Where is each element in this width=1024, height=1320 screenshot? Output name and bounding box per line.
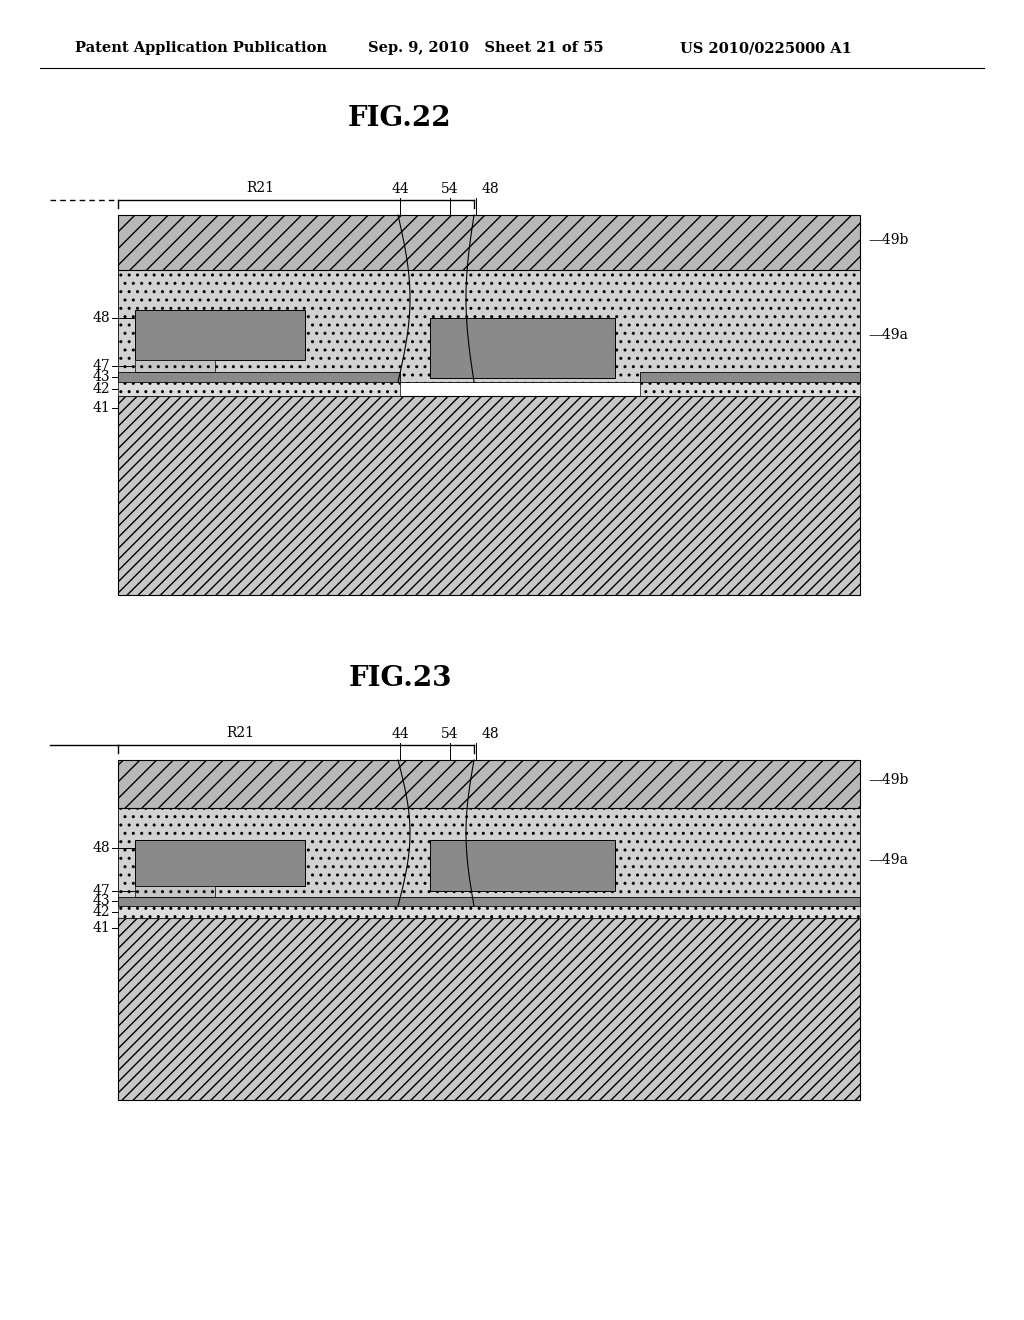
Text: FIG.23: FIG.23 xyxy=(348,665,452,692)
Text: 44: 44 xyxy=(391,182,409,195)
Text: 47: 47 xyxy=(92,359,110,374)
Bar xyxy=(640,372,860,381)
Text: Sep. 9, 2010   Sheet 21 of 55: Sep. 9, 2010 Sheet 21 of 55 xyxy=(368,41,603,55)
Bar xyxy=(118,898,860,906)
Bar xyxy=(135,360,215,372)
Bar xyxy=(430,840,615,891)
Text: —49b: —49b xyxy=(868,774,908,787)
Text: 48: 48 xyxy=(481,727,499,741)
Text: 43: 43 xyxy=(92,894,110,908)
Bar xyxy=(118,917,860,1100)
Bar xyxy=(118,760,860,808)
Bar xyxy=(640,381,860,396)
Text: 54: 54 xyxy=(441,727,459,741)
Text: R21: R21 xyxy=(226,726,254,741)
Text: 44: 44 xyxy=(391,727,409,741)
Text: 48: 48 xyxy=(92,312,110,325)
Bar xyxy=(430,318,615,378)
Bar xyxy=(118,372,400,381)
Text: 47: 47 xyxy=(92,884,110,898)
Text: 54: 54 xyxy=(441,182,459,195)
Text: 48: 48 xyxy=(481,182,499,195)
Text: —49b: —49b xyxy=(868,234,908,247)
Bar xyxy=(118,808,860,906)
Bar xyxy=(135,886,215,898)
Text: 41: 41 xyxy=(92,921,110,935)
Bar xyxy=(118,271,860,381)
Text: 41: 41 xyxy=(92,401,110,414)
Text: Patent Application Publication: Patent Application Publication xyxy=(75,41,327,55)
Text: FIG.22: FIG.22 xyxy=(348,106,452,132)
Bar xyxy=(118,906,860,917)
Bar xyxy=(118,215,860,271)
Text: 43: 43 xyxy=(92,370,110,384)
Text: —49a: —49a xyxy=(868,327,908,342)
Text: US 2010/0225000 A1: US 2010/0225000 A1 xyxy=(680,41,852,55)
Bar xyxy=(118,381,400,396)
Bar xyxy=(135,840,305,886)
Text: R21: R21 xyxy=(246,181,274,195)
Text: 48: 48 xyxy=(92,841,110,855)
Bar xyxy=(135,310,305,360)
Bar xyxy=(118,396,860,595)
Text: 42: 42 xyxy=(92,381,110,396)
Text: 42: 42 xyxy=(92,906,110,919)
Text: —49a: —49a xyxy=(868,853,908,867)
